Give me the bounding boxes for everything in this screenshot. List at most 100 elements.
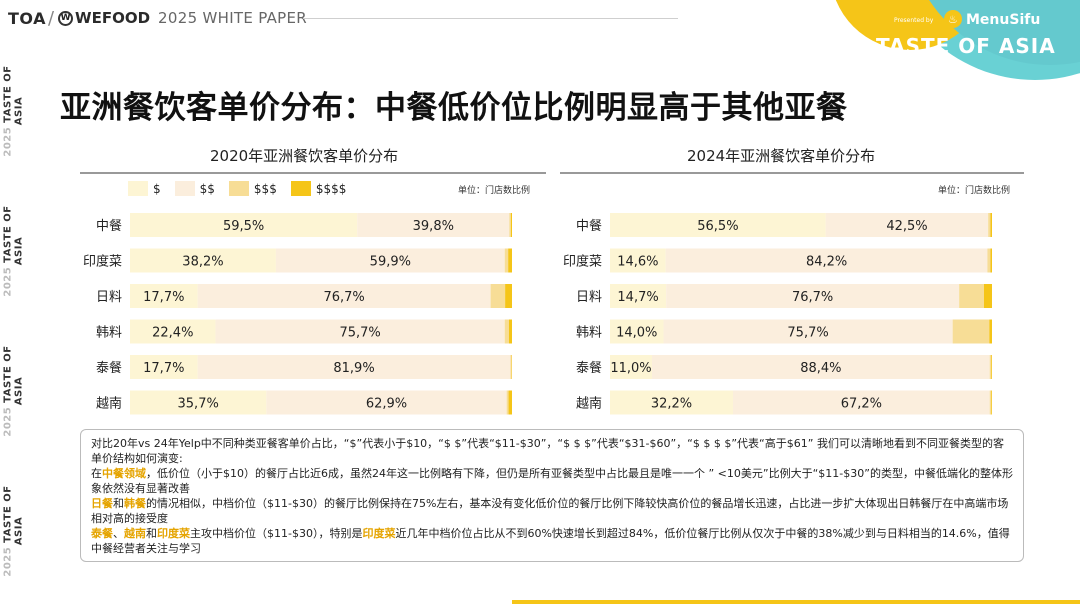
- legend-label-3: $$$: [253, 181, 277, 196]
- bar-2024-6-seg-4: [991, 390, 992, 415]
- data-label-2020-3-1: 17,7%: [143, 290, 184, 305]
- bar-2020-1-seg-1: [130, 213, 358, 237]
- description-point-3: 泰餐、越南和印度菜主攻中档价位（$11-$30），特别是印度菜近几年中档价位占比…: [91, 527, 1010, 555]
- legend-swatch-4: [290, 181, 311, 196]
- legend-label-4: $$$$: [315, 181, 347, 196]
- bar-2024-2-seg-3: [987, 248, 991, 273]
- bar-2020-6-seg-4: [508, 390, 512, 415]
- bar-2020-6-seg-2: [266, 390, 507, 415]
- data-label-2020-3-2: 76,7%: [323, 290, 364, 305]
- data-label-2020-2-2: 59,9%: [370, 255, 411, 270]
- data-label-2024-2-1: 14,6%: [617, 255, 658, 270]
- corner-brand-graphic: Presented by ♨ MenuSifu TASTE OF ASIA: [835, 0, 1080, 80]
- menusifu-label: MenuSifu: [966, 12, 1040, 28]
- menusifu-logo-icon: [944, 10, 962, 28]
- bar-2020-2-seg-1: [130, 248, 276, 273]
- corner-teal-overlay: [929, 0, 1080, 65]
- taste-of-asia-label: TASTE OF ASIA: [876, 34, 1056, 58]
- bar-2024-2-seg-1: [610, 248, 666, 273]
- category-label-2024-3: 日料: [576, 290, 602, 305]
- bar-2020-3-seg-3: [490, 284, 506, 308]
- chart-2024: 中餐 56,5% 42,5% 印度菜 14,6% 84,2% 日料 14,7% 76,7% 韩料 1…: [563, 213, 992, 415]
- category-label-2024-6: 越南: [576, 396, 602, 412]
- legend-item-2: $$: [174, 181, 215, 196]
- bar-2020-5-seg-1: [130, 355, 198, 379]
- data-label-2020-5-2: 81,9%: [333, 361, 374, 376]
- bar-2024-5-seg-1: [610, 355, 653, 379]
- side-rail-label-4: 2025 TASTE OF ASIA: [2, 485, 25, 577]
- bar-2024-1-seg-2: [825, 213, 989, 237]
- chart-title-2024: 2024年亚洲餐饮客单价分布: [687, 147, 876, 165]
- data-label-2020-4-1: 22,4%: [152, 326, 193, 341]
- bar-2024-4-seg-4: [989, 319, 992, 344]
- bar-2020-2-seg-3: [504, 248, 509, 273]
- bar-2020-3-seg-2: [197, 284, 491, 308]
- category-label-2020-6: 越南: [96, 396, 122, 412]
- bar-2024-1-seg-4: [990, 213, 992, 237]
- unit-label-2024: 单位：门店数比例: [938, 186, 1011, 196]
- bar-2020-1-seg-2: [357, 213, 510, 237]
- bar-2024-6-seg-3: [989, 390, 992, 415]
- chart-rule-2024: [560, 172, 1024, 174]
- legend-swatch-1: [128, 181, 148, 196]
- legend: $ $$ $$$ $$$$: [128, 181, 360, 196]
- data-label-2024-4-2: 75,7%: [787, 326, 828, 341]
- legend-swatch-3: [228, 181, 249, 196]
- data-label-2020-4-2: 75,7%: [339, 326, 380, 341]
- data-label-2020-6-2: 62,9%: [366, 397, 407, 412]
- bar-2024-5-seg-3: [989, 355, 992, 379]
- bar-2020-1-seg-4: [510, 213, 512, 237]
- toa-logo: TOA: [8, 8, 46, 28]
- bar-2024-4-seg-3: [952, 319, 990, 344]
- data-label-2024-6-2: 67,2%: [841, 397, 882, 412]
- bar-2020-4-seg-1: [130, 319, 216, 344]
- side-rail-label-2: 2025 TASTE OF ASIA: [2, 205, 25, 297]
- legend-item-1: $: [128, 181, 161, 196]
- category-label-2024-4: 韩料: [576, 326, 602, 341]
- data-label-2020-1-2: 39,8%: [413, 219, 454, 234]
- bar-2024-5-seg-2: [652, 355, 990, 379]
- data-label-2024-3-2: 76,7%: [792, 290, 833, 305]
- legend-swatch-2: [174, 181, 195, 196]
- bar-2020-2-seg-2: [275, 248, 505, 273]
- category-label-2024-1: 中餐: [576, 218, 602, 234]
- description-intro: 对比20年vs 24年Yelp中不同种类亚餐客单价占比，“$”代表小于$10，“…: [91, 437, 1004, 465]
- bar-2024-3-seg-3: [959, 284, 984, 308]
- description-box: 对比20年vs 24年Yelp中不同种类亚餐客单价占比，“$”代表小于$10，“…: [80, 429, 1024, 562]
- category-label-2020-2: 印度菜: [83, 254, 122, 270]
- bar-2024-4-seg-1: [610, 319, 664, 344]
- logo-divider: /: [47, 7, 55, 29]
- data-label-2024-5-2: 88,4%: [800, 361, 841, 376]
- bar-2024-2-seg-4: [990, 248, 992, 273]
- category-label-2020-3: 日料: [96, 290, 122, 305]
- bar-2020-4-seg-4: [508, 319, 512, 344]
- wefood-logo-icon: W: [58, 10, 74, 26]
- category-label-2020-5: 泰餐: [96, 360, 122, 376]
- data-label-2024-1-2: 42,5%: [886, 219, 927, 234]
- page-title: 亚洲餐饮客单价分布：中餐低价位比例明显高于其他亚餐: [60, 90, 848, 126]
- bar-2024-1-seg-3: [988, 213, 991, 237]
- category-label-2024-2: 印度菜: [563, 254, 602, 270]
- category-label-2024-5: 泰餐: [576, 360, 602, 376]
- bar-2020-4-seg-3: [504, 319, 509, 344]
- data-label-2024-3-1: 14,7%: [617, 290, 658, 305]
- bottom-accent-line: [512, 600, 1080, 604]
- data-label-2024-1-1: 56,5%: [697, 219, 738, 234]
- data-label-2020-6-1: 35,7%: [178, 397, 219, 412]
- svg-text:♨: ♨: [948, 13, 958, 26]
- wefood-logo: WEFOOD: [75, 9, 151, 27]
- legend-label-1: $: [153, 181, 161, 196]
- description-point-2: 日餐和韩餐的情况相似，中档价位（$11-$30）的餐厅比例保持在75%左右，基本…: [91, 497, 1009, 525]
- bar-2024-4-seg-2: [663, 319, 953, 344]
- bar-2024-3-seg-1: [610, 284, 667, 308]
- category-label-2020-1: 中餐: [96, 218, 122, 234]
- data-label-2020-1-1: 59,5%: [223, 219, 264, 234]
- bar-2024-3-seg-4: [983, 284, 992, 308]
- header-logos: TOA / W WEFOOD 2025 WHITE PAPER: [8, 7, 307, 29]
- bar-2020-3-seg-1: [130, 284, 198, 308]
- bar-2024-5-seg-4: [991, 355, 992, 379]
- bar-2020-5-seg-3: [510, 355, 512, 379]
- data-label-2020-5-1: 17,7%: [143, 361, 184, 376]
- legend-label-2: $$: [199, 181, 215, 196]
- data-label-2024-5-1: 11,0%: [610, 361, 651, 376]
